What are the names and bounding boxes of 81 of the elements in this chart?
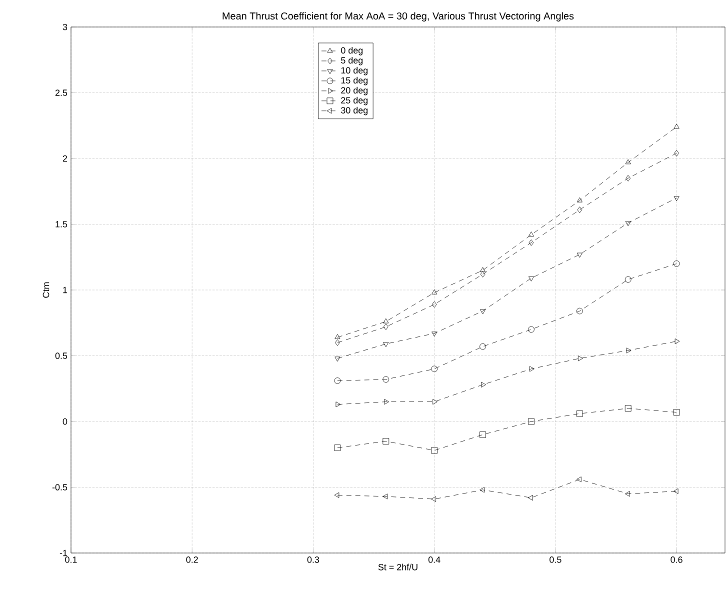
point [480, 267, 486, 272]
point [334, 356, 340, 362]
chart-title: Mean Thrust Coefficient for Max AoA = 30 deg, Various Thrust Vectoring Angles [222, 12, 574, 22]
point [576, 308, 583, 314]
x-tick-label: 0.6 [670, 556, 682, 563]
y-tick-label: 0 [62, 418, 68, 425]
legend-label: 30 deg [341, 106, 368, 116]
point [528, 326, 534, 333]
point [382, 494, 388, 500]
point [528, 418, 534, 425]
point [528, 232, 534, 236]
point [481, 382, 486, 388]
point [382, 376, 390, 383]
point [480, 309, 486, 314]
x-tick-label: 0.4 [428, 556, 440, 563]
x-axis-title: St = 2hf/U [378, 564, 418, 570]
y-tick-label: 3 [62, 24, 68, 30]
y-axis-title: Ctm [42, 282, 50, 298]
point [431, 366, 438, 372]
y-tick-label: -1 [60, 550, 68, 556]
point [334, 444, 341, 451]
point [384, 398, 390, 405]
point [578, 356, 583, 362]
point [336, 402, 341, 408]
point [334, 334, 340, 340]
point [480, 271, 486, 278]
x-tick-label: 0.1 [65, 556, 77, 563]
point [624, 276, 632, 283]
point [432, 332, 438, 337]
point [674, 196, 680, 202]
point [626, 348, 632, 354]
legend-label: 15 deg [341, 76, 368, 86]
y-tick-label: -0.5 [52, 484, 68, 490]
point [576, 252, 582, 258]
y-tick-label: 2 [62, 155, 68, 162]
x-tick-label: 0.2 [186, 556, 198, 563]
point [432, 398, 438, 405]
point [431, 447, 438, 454]
point [432, 301, 437, 308]
point [577, 206, 582, 213]
point [576, 197, 582, 202]
point [625, 159, 631, 164]
point [432, 289, 438, 294]
y-tick-label: 1.5 [56, 221, 68, 228]
point [334, 492, 340, 498]
point [625, 221, 631, 226]
point [431, 496, 436, 502]
legend-label: 0 deg [341, 46, 363, 56]
point [626, 175, 631, 182]
point [480, 431, 486, 438]
y-tick-label: 2.5 [55, 90, 68, 96]
point [382, 438, 390, 444]
point [528, 494, 533, 501]
point [674, 150, 680, 156]
point [480, 487, 484, 493]
point [383, 342, 389, 348]
legend-label: 20 deg [341, 86, 368, 96]
x-tick-label: 0.5 [550, 556, 562, 563]
legend-label: 25 deg [341, 96, 368, 106]
legend-label: 5 deg [341, 56, 363, 66]
y-tick-label: 1 [63, 286, 68, 294]
point [530, 366, 534, 372]
x-tick-label: 0.3 [307, 556, 320, 563]
point [383, 324, 388, 330]
point [528, 239, 534, 246]
legend-label: 10 deg [341, 66, 368, 76]
y-tick-label: 0.5 [55, 352, 68, 359]
point [624, 405, 632, 412]
point [335, 339, 340, 346]
point [576, 410, 583, 417]
point [673, 260, 680, 267]
point [674, 124, 680, 129]
point [480, 343, 486, 350]
point [528, 276, 534, 282]
point [673, 409, 680, 416]
point [673, 488, 678, 494]
point [334, 378, 341, 384]
point [624, 491, 630, 497]
point [383, 318, 389, 324]
point [576, 476, 582, 482]
point [674, 338, 680, 344]
